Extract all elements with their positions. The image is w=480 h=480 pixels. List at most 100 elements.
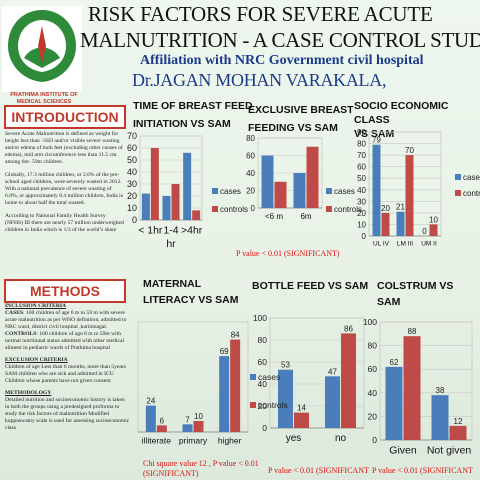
introduction-heading: INTRODUCTION — [4, 105, 126, 129]
cases-label: CASES — [5, 310, 24, 316]
chart-title-line: SAM — [377, 296, 401, 308]
bar-controls — [306, 146, 319, 208]
bar-cases — [372, 144, 381, 236]
data-label: 62 — [390, 358, 399, 367]
legend-swatch — [250, 402, 256, 408]
data-label: 14 — [297, 404, 306, 413]
bar-cases — [396, 211, 405, 236]
bar-controls — [230, 339, 241, 432]
y-tick-label: 60 — [357, 163, 366, 172]
chart-breast-feed: 0 10 20 30 40 50 60 70 < 1hr 1-4hr >4hr cases contro… — [127, 131, 248, 250]
chart-title-colostrum: COLSTRUM VS SAM — [377, 279, 453, 309]
data-label: 10 — [194, 412, 203, 421]
y-tick-label: 30 — [127, 179, 137, 189]
affiliation: Affiliation with NRC Government civil ho… — [140, 53, 424, 68]
x-tick-label: 1-4 — [163, 225, 178, 237]
bar-controls — [193, 421, 204, 432]
bar-controls — [294, 412, 309, 428]
chart-title-bottle: BOTTLE FEED VS SAM — [252, 279, 368, 293]
y-tick-label: 30 — [357, 197, 366, 206]
intro-paragraph: Severe Acute Malnutrition is defined as … — [5, 131, 123, 165]
y-tick-label: 10 — [127, 203, 137, 213]
chart-title-line: MATERNAL — [143, 278, 202, 290]
y-tick-label: 20 — [357, 209, 366, 218]
chart-title-breast-feed: TIME OF BREAST FEED INITIATION VS SAM — [133, 99, 253, 131]
data-label: 24 — [146, 397, 155, 406]
data-label: 20 — [381, 204, 390, 213]
y-tick-label: 20 — [246, 187, 255, 196]
y-tick-label: 60 — [246, 152, 255, 161]
legend-swatch — [326, 206, 332, 212]
pvalue-maternal: Chi square value 12 , P value < 0.01 (SI… — [143, 459, 259, 479]
chart-title-line: TIME OF BREAST FEED — [133, 100, 253, 112]
data-label: 47 — [328, 367, 337, 376]
legend-label: cases — [220, 187, 241, 196]
y-tick-label: 20 — [127, 191, 137, 201]
cases-criteria: CASES: 100 children of age 6 m to 59 m w… — [5, 310, 130, 331]
x-tick-label: UM II — [421, 241, 437, 248]
bar-controls — [405, 155, 414, 236]
inclusion-heading: INCLUSION CRITERIA — [5, 303, 67, 309]
y-tick-label: 0 — [132, 215, 137, 225]
bar-controls — [403, 336, 421, 440]
legend-swatch — [455, 190, 461, 196]
y-tick-label: 80 — [368, 341, 378, 351]
x-tick-label: LM III — [397, 241, 413, 248]
x-tick-label: <6 m — [265, 212, 283, 221]
chart-title-socio: SOCIO ECONOMIC CLASS VS SAM — [354, 99, 480, 141]
y-tick-label: 0 — [251, 204, 256, 213]
bar-controls — [156, 425, 167, 432]
legend-label: cases — [334, 187, 355, 196]
pvalue-colostrum: P value < 0.01 (SIGNIFICANT — [372, 466, 473, 475]
poster-title-line1: RISK FACTORS FOR SEVERE ACUTE — [88, 2, 433, 26]
legend-label: contro — [463, 189, 480, 198]
chart-bottle: 0 20 40 60 80 100 53 14 yes 47 86 no cases controls — [250, 313, 365, 444]
y-tick-label: 10 — [357, 220, 366, 229]
data-label: 69 — [220, 347, 229, 356]
bar-controls — [150, 148, 159, 220]
y-tick-label: 0 — [372, 435, 377, 445]
chart-title-line: EXCLUSIVE BREAST — [248, 104, 354, 116]
bar-cases — [325, 376, 340, 428]
bar-cases — [182, 424, 193, 432]
bar-controls — [341, 333, 356, 428]
bar-controls — [429, 224, 438, 236]
bar-cases — [293, 173, 306, 208]
legend-swatch — [455, 174, 461, 180]
data-label: 6 — [160, 416, 165, 425]
bar-cases — [141, 193, 150, 220]
bar-cases — [183, 152, 192, 220]
data-label: 70 — [405, 146, 414, 155]
y-tick-label: 20 — [368, 411, 378, 421]
intro-paragraph: Globally, 17.3 million children, or 2.6%… — [5, 172, 123, 206]
data-label: 79 — [372, 136, 381, 145]
data-label: 12 — [454, 417, 463, 426]
bar-controls — [274, 181, 287, 208]
x-tick-label: 6m — [300, 212, 311, 221]
y-tick-label: 0 — [262, 423, 267, 433]
y-tick-label: 50 — [357, 174, 366, 183]
legend-label: cases — [463, 173, 480, 182]
y-tick-label: 40 — [127, 167, 137, 177]
legend-label: controls — [334, 205, 362, 214]
institute-name: PRATHIMA INSTITUTE OF MEDICAL SCIENCES — [10, 92, 78, 105]
controls-text: : 100 children of age 6 m to 59m with no… — [5, 331, 124, 351]
x-tick-label: illiterate — [142, 436, 172, 446]
x-tick-label: primary — [179, 436, 208, 446]
bar-cases — [278, 369, 293, 428]
y-tick-label: 40 — [357, 186, 366, 195]
bar-controls — [381, 212, 390, 236]
exclusion-text: Children of age Less than 6 months, more… — [5, 364, 126, 384]
data-label: 53 — [281, 361, 290, 370]
y-tick-label: 100 — [363, 317, 377, 327]
bar-cases — [145, 405, 156, 432]
y-tick-label: 20 — [258, 401, 268, 411]
controls-label: CONTROLS — [5, 331, 37, 337]
chart-colostrum: 0 20 40 60 80 100 62 88 Given 38 12 Not given — [363, 317, 473, 457]
chart-title-line: BOTTLE FEED VS SAM — [252, 280, 369, 292]
y-tick-label: 60 — [127, 143, 137, 153]
pvalue-exclusive: P value < 0.01 (SIGNIFICANT) — [236, 249, 340, 258]
pvalue-line: Chi square value 12 , P value < 0.01 — [143, 459, 259, 468]
methods-text: INCLUSION CRITERIA CASES: 100 children o… — [5, 303, 130, 432]
y-tick-label: 70 — [357, 151, 366, 160]
